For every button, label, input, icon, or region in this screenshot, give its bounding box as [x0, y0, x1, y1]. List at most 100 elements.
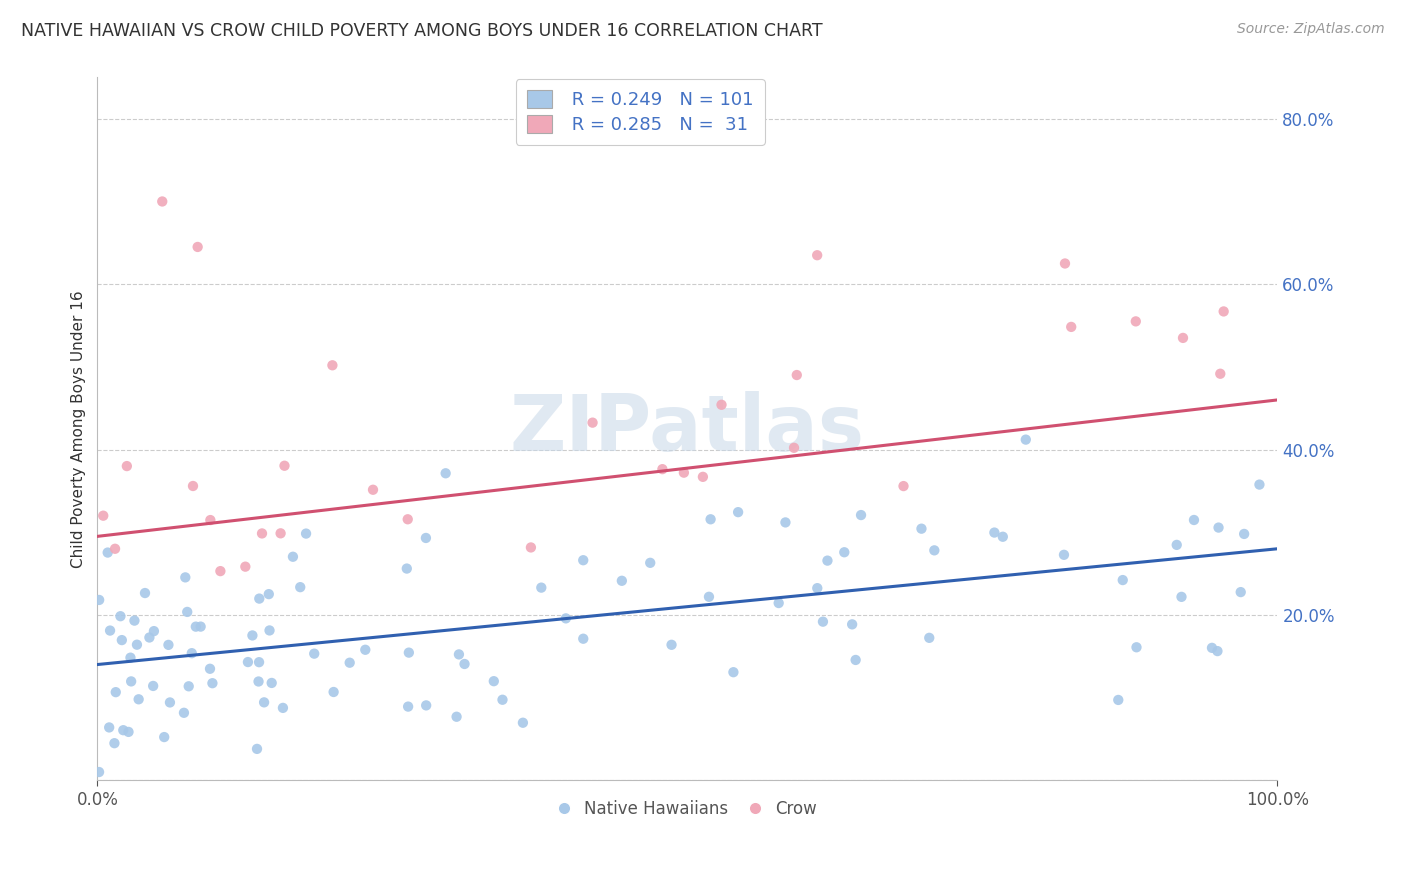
Point: [173, 706, 195, 720]
Point: [174, 570, 197, 584]
Text: ZIPatlas: ZIPatlas: [510, 391, 865, 467]
Point: [209, 564, 232, 578]
Point: [692, 470, 714, 484]
Point: [811, 615, 834, 629]
Point: [104, 541, 127, 556]
Point: [115, 459, 138, 474]
Point: [482, 674, 505, 689]
Point: [1233, 527, 1256, 541]
Point: [1249, 477, 1271, 491]
Point: [124, 614, 146, 628]
Point: [786, 368, 808, 382]
Point: [991, 530, 1014, 544]
Point: [259, 624, 281, 638]
Point: [138, 631, 160, 645]
Point: [128, 692, 150, 706]
Point: [924, 543, 946, 558]
Point: [1107, 693, 1129, 707]
Point: [142, 624, 165, 639]
Point: [434, 467, 457, 481]
Point: [723, 665, 745, 680]
Point: [87, 765, 110, 780]
Point: [572, 632, 595, 646]
Point: [247, 674, 270, 689]
Point: [257, 587, 280, 601]
Point: [581, 416, 603, 430]
Point: [817, 553, 839, 567]
Point: [398, 646, 420, 660]
Point: [242, 628, 264, 642]
Point: [103, 736, 125, 750]
Point: [1015, 433, 1038, 447]
Point: [176, 605, 198, 619]
Point: [453, 657, 475, 671]
Point: [415, 698, 437, 713]
Point: [1212, 304, 1234, 318]
Point: [98, 624, 121, 638]
Point: [491, 692, 513, 706]
Point: [120, 650, 142, 665]
Point: [1125, 314, 1147, 328]
Point: [1053, 256, 1076, 270]
Point: [190, 619, 212, 633]
Point: [1182, 513, 1205, 527]
Point: [110, 609, 132, 624]
Point: [236, 655, 259, 669]
Point: [710, 398, 733, 412]
Point: [142, 679, 165, 693]
Point: [187, 240, 209, 254]
Y-axis label: Child Poverty Among Boys Under 16: Child Poverty Among Boys Under 16: [72, 290, 86, 567]
Text: Source: ZipAtlas.com: Source: ZipAtlas.com: [1237, 22, 1385, 37]
Point: [1166, 538, 1188, 552]
Point: [273, 458, 295, 473]
Point: [1125, 640, 1147, 655]
Point: [184, 620, 207, 634]
Point: [395, 561, 418, 575]
Point: [117, 725, 139, 739]
Point: [396, 512, 419, 526]
Point: [361, 483, 384, 497]
Point: [253, 695, 276, 709]
Point: [177, 679, 200, 693]
Point: [1229, 585, 1251, 599]
Point: [1053, 548, 1076, 562]
Point: [572, 553, 595, 567]
Point: [806, 248, 828, 262]
Point: [610, 574, 633, 588]
Point: [783, 441, 806, 455]
Point: [157, 638, 180, 652]
Point: [396, 699, 419, 714]
Point: [97, 545, 120, 559]
Point: [672, 466, 695, 480]
Point: [125, 638, 148, 652]
Point: [832, 545, 855, 559]
Point: [270, 526, 292, 541]
Point: [181, 479, 204, 493]
Point: [89, 593, 111, 607]
Point: [247, 591, 270, 606]
Point: [290, 580, 312, 594]
Point: [233, 559, 256, 574]
Point: [512, 715, 534, 730]
Point: [845, 653, 868, 667]
Point: [246, 742, 269, 756]
Point: [322, 685, 344, 699]
Point: [697, 590, 720, 604]
Point: [104, 685, 127, 699]
Point: [554, 611, 576, 625]
Point: [1060, 319, 1083, 334]
Point: [446, 710, 468, 724]
Point: [1206, 644, 1229, 658]
Point: [354, 642, 377, 657]
Point: [271, 701, 294, 715]
Point: [120, 674, 142, 689]
Point: [260, 676, 283, 690]
Point: [893, 479, 915, 493]
Point: [339, 656, 361, 670]
Point: [200, 513, 222, 527]
Point: [775, 516, 797, 530]
Point: [247, 655, 270, 669]
Point: [415, 531, 437, 545]
Point: [661, 638, 683, 652]
Text: NATIVE HAWAIIAN VS CROW CHILD POVERTY AMONG BOYS UNDER 16 CORRELATION CHART: NATIVE HAWAIIAN VS CROW CHILD POVERTY AM…: [21, 22, 823, 40]
